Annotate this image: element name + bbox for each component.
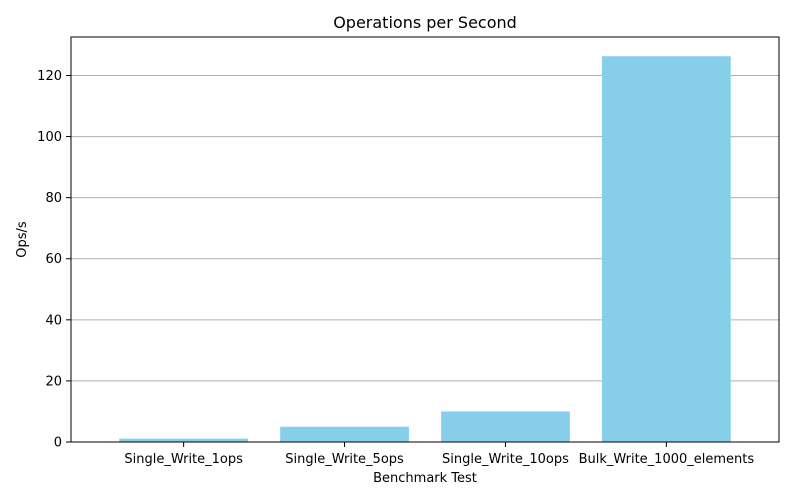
x-tick-label: Bulk_Write_1000_elements bbox=[579, 452, 755, 467]
x-tick-label: Single_Write_10ops bbox=[442, 452, 569, 467]
grid-lines bbox=[71, 74, 779, 443]
bar-bulk-write-1000-elements bbox=[602, 56, 731, 443]
y-tick-label: 0 bbox=[54, 436, 62, 451]
bar-single-write-1ops bbox=[119, 438, 248, 442]
y-tick-label: 40 bbox=[45, 313, 62, 328]
y-tick-label: 120 bbox=[37, 69, 62, 84]
y-axis-label: Ops/s bbox=[15, 221, 30, 258]
chart-title: Operations per Second bbox=[333, 13, 517, 32]
y-tick-label: 80 bbox=[45, 191, 62, 206]
plot-frame bbox=[70, 36, 780, 443]
y-tick-label: 20 bbox=[45, 374, 62, 389]
x-axis-label: Benchmark Test bbox=[373, 471, 477, 486]
x-axis-ticks: Single_Write_1ops Single_Write_5ops Single… bbox=[124, 442, 754, 467]
bar-single-write-5ops bbox=[280, 426, 409, 442]
x-tick-label: Single_Write_1ops bbox=[124, 452, 243, 467]
y-tick-label: 100 bbox=[37, 130, 62, 145]
x-tick-label: Single_Write_5ops bbox=[285, 452, 404, 467]
y-tick-label: 60 bbox=[45, 252, 62, 267]
bars bbox=[119, 56, 731, 443]
y-axis-ticks: 0 20 40 60 80 100 120 bbox=[37, 69, 71, 451]
bar-single-write-10ops bbox=[441, 411, 570, 442]
